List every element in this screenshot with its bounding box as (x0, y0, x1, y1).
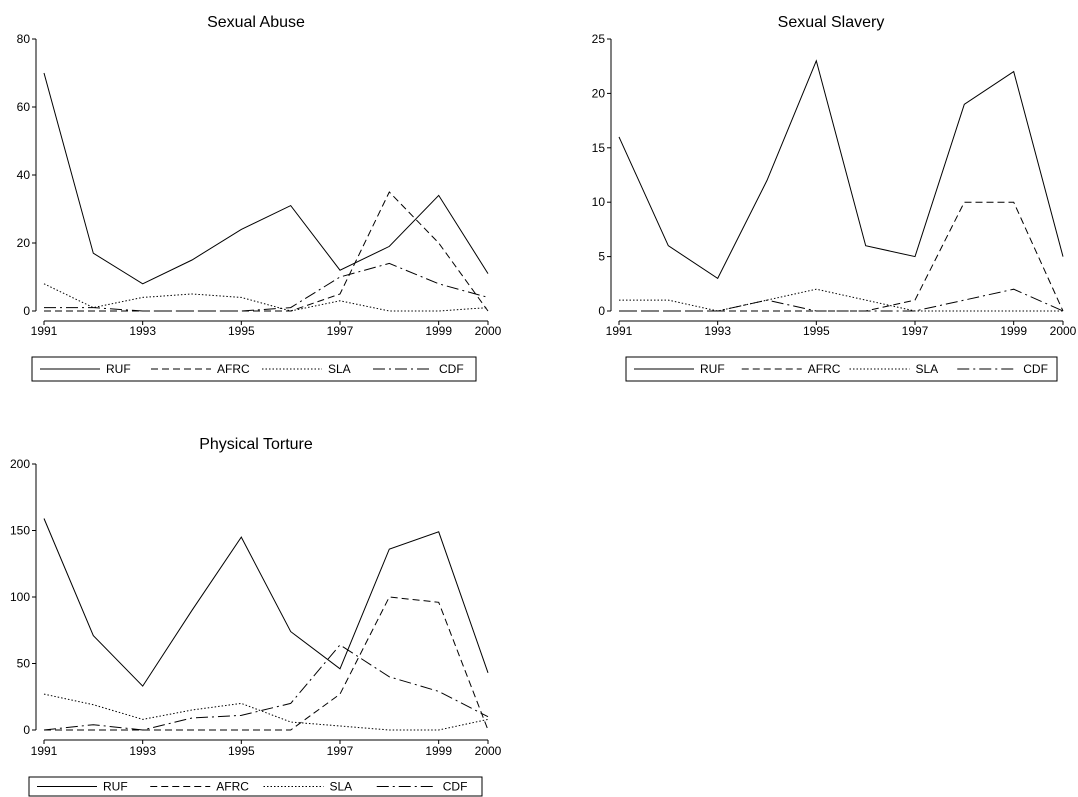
y-tick-label: 20 (17, 236, 31, 250)
y-tick-label: 40 (17, 168, 31, 182)
x-tick-label: 1999 (1000, 324, 1027, 338)
series-line-afrc (44, 596, 489, 731)
legend: RUF AFRC SLA CDF (31, 356, 477, 382)
y-tick-label: 20 (592, 86, 606, 100)
legend-label-sla: SLA (330, 780, 353, 794)
legend-label-ruf: RUF (700, 362, 725, 376)
chart-panel-2: Physical Torture 0 50 100 150 200 1991 1993 1995… (10, 436, 502, 797)
y-tick-label: 60 (17, 100, 31, 114)
x-tick-label: 2000 (475, 324, 502, 338)
y-tick-label: 100 (10, 590, 30, 604)
chart-title: Physical Torture (199, 436, 313, 453)
y-tick-label: 10 (592, 195, 606, 209)
x-tick-label: 2000 (475, 744, 502, 758)
series-line-cdf (619, 288, 1064, 312)
y-tick-label: 25 (592, 32, 606, 46)
x-tick-label: 1991 (606, 324, 633, 338)
x-tick-label: 1993 (129, 324, 156, 338)
series-line-sla (43, 283, 489, 312)
series-line-cdf (43, 644, 489, 731)
x-tick-label: 1991 (31, 744, 58, 758)
y-tick-label: 5 (598, 250, 605, 264)
series-line-ruf (43, 72, 489, 285)
series-line-afrc (44, 191, 489, 312)
legend-label-sla: SLA (916, 362, 939, 376)
chart-title: Sexual Slavery (778, 14, 885, 31)
legend-label-sla: SLA (328, 362, 351, 376)
legend-label-cdf: CDF (1023, 362, 1048, 376)
x-tick-label: 2000 (1050, 324, 1077, 338)
x-tick-label: 1997 (327, 324, 354, 338)
legend: RUF AFRC SLA CDF (625, 356, 1058, 382)
chart-panel-1: Sexual Slavery 0 5 10 15 20 25 1991 1993 1995 1997… (592, 14, 1077, 382)
legend-label-ruf: RUF (103, 780, 128, 794)
legend-label-afrc: AFRC (216, 780, 249, 794)
x-tick-label: 1993 (704, 324, 731, 338)
x-tick-label: 1995 (228, 744, 255, 758)
chart-title: Sexual Abuse (207, 14, 305, 31)
y-tick-label: 0 (23, 723, 30, 737)
y-tick-label: 0 (23, 304, 30, 318)
legend: RUF AFRC SLA CDF (28, 776, 483, 797)
legend-label-ruf: RUF (106, 362, 131, 376)
series-line-sla (619, 288, 1063, 312)
chart-panel-0: Sexual Abuse 0 20 40 60 80 1991 1993 1995 1997 199… (17, 14, 502, 382)
x-tick-label: 1997 (902, 324, 929, 338)
series-line-ruf (618, 59, 1064, 280)
legend-label-afrc: AFRC (808, 362, 841, 376)
legend-box (28, 776, 483, 797)
series-line-ruf (43, 518, 489, 687)
x-tick-label: 1993 (129, 744, 156, 758)
y-tick-label: 80 (17, 32, 31, 46)
y-tick-label: 15 (592, 141, 606, 155)
x-tick-label: 1995 (228, 324, 255, 338)
x-tick-label: 1995 (803, 324, 830, 338)
x-tick-label: 1991 (31, 324, 58, 338)
y-tick-label: 150 (10, 524, 30, 538)
y-tick-label: 0 (598, 304, 605, 318)
x-tick-label: 1999 (425, 324, 452, 338)
x-tick-label: 1997 (327, 744, 354, 758)
y-tick-label: 200 (10, 457, 30, 471)
y-tick-label: 50 (17, 657, 31, 671)
x-tick-label: 1999 (425, 744, 452, 758)
legend-label-cdf: CDF (443, 780, 468, 794)
legend-label-afrc: AFRC (217, 362, 250, 376)
series-line-sla (43, 693, 489, 731)
series-line-cdf (44, 262, 489, 312)
legend-label-cdf: CDF (439, 362, 464, 376)
